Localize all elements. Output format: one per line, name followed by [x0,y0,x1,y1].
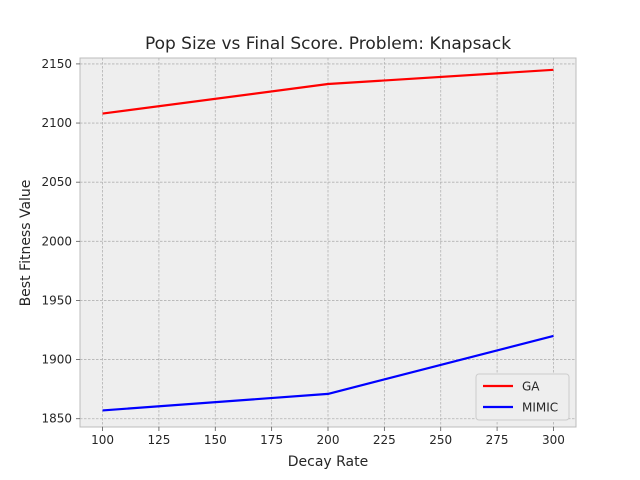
y-tick-label: 2000 [41,234,72,248]
x-tick-label: 225 [373,433,396,447]
y-tick-label: 2050 [41,175,72,189]
y-tick-label: 1850 [41,412,72,426]
x-tick-label: 175 [260,433,283,447]
chart-title: Pop Size vs Final Score. Problem: Knapsa… [145,34,511,54]
x-tick-label: 150 [204,433,227,447]
series-line-mimic [102,334,554,412]
legend-label-mimic: MIMIC [522,401,558,415]
x-axis-ticks: 100 125 150 175 200 225 250 275 300 [91,427,565,447]
y-tick-label: 2150 [41,57,72,71]
x-tick-label: 275 [486,433,509,447]
x-tick-label: 300 [542,433,565,447]
x-tick-label: 250 [429,433,452,447]
legend-label-ga: GA [522,380,540,394]
x-tick-label: 100 [91,433,114,447]
y-tick-label: 1950 [41,293,72,307]
y-tick-label: 2100 [41,116,72,130]
y-tick-label: 1900 [41,353,72,367]
series-lines [102,68,554,412]
y-axis-label: Best Fitness Value [18,180,34,307]
series-line-ga [102,68,554,115]
legend: GA MIMIC [475,373,570,421]
x-tick-label: 200 [317,433,340,447]
x-axis-label: Decay Rate [288,454,369,470]
y-axis-ticks: 1850 1900 1950 2000 2050 2100 2150 [41,57,80,426]
x-tick-label: 125 [147,433,170,447]
